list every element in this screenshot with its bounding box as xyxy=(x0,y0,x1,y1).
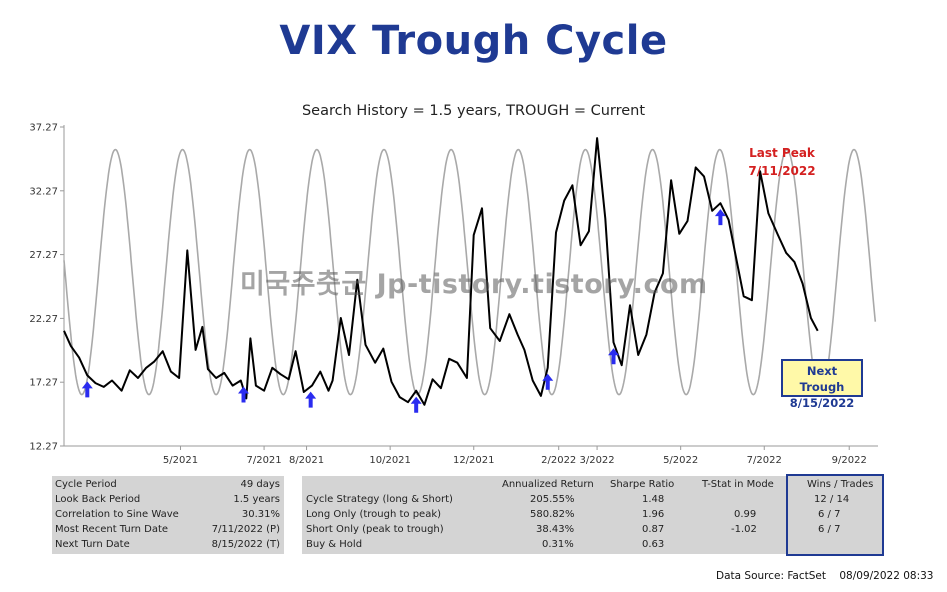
strategy-sharpe: 0.63 xyxy=(642,539,665,550)
axis-ticks: 12.27 17.27 22.27 27.27 32.27 37.27 5/2021 7/20… xyxy=(29,123,866,467)
x-tick-label: 2/2022 xyxy=(541,455,576,466)
strategy-return: 205.55% xyxy=(530,494,575,505)
trough-arrow-icon xyxy=(714,209,726,226)
y-tick-label: 22.27 xyxy=(29,314,58,325)
x-tick-label: 5/2021 xyxy=(163,455,198,466)
cycle-stats-panel: Cycle Period 49 days Look Back Period 1.… xyxy=(52,476,284,554)
stat-value: 1.5 years xyxy=(233,494,280,505)
y-tick-label: 17.27 xyxy=(29,378,58,389)
header-t-stat: T-Stat in Mode xyxy=(702,479,774,490)
strategy-sharpe: 1.96 xyxy=(642,509,665,520)
chart-subtitle: Search History = 1.5 years, TROUGH = Cur… xyxy=(301,103,646,119)
last-peak-label: Last Peak xyxy=(749,146,816,160)
strategy-row: Buy & Hold 0.31% 0.63 xyxy=(302,537,884,552)
stat-label: Next Turn Date xyxy=(55,539,130,550)
stat-label: Most Recent Turn Date xyxy=(55,524,169,535)
stat-row: Next Turn Date 8/15/2022 (T) xyxy=(52,537,284,552)
stat-row: Cycle Period 49 days xyxy=(52,477,284,492)
data-source: Data Source: FactSet 08/09/2022 08:33 xyxy=(716,570,933,582)
y-tick-label: 27.27 xyxy=(29,250,58,261)
trough-arrow-icon xyxy=(542,373,554,390)
strategy-row: Cycle Strategy (long & Short) 205.55% 1.… xyxy=(302,492,884,507)
x-tick-label: 9/2022 xyxy=(832,455,867,466)
strategy-tstat: -1.02 xyxy=(731,524,757,535)
strategy-row: Short Only (peak to trough) 38.43% 0.87 … xyxy=(302,522,884,537)
strategy-wins: 12 / 14 xyxy=(814,494,850,505)
vix-line xyxy=(63,137,819,406)
next-trough-box: Next Trough 8/15/2022 xyxy=(781,359,863,410)
strategy-wins: 6 / 7 xyxy=(818,509,841,520)
header-annualized-return: Annualized Return xyxy=(502,479,594,490)
next-trough-label: Next Trough xyxy=(799,364,845,394)
x-tick-label: 8/2021 xyxy=(289,455,324,466)
y-tick-label: 32.27 xyxy=(29,186,58,197)
stat-value: 8/15/2022 (T) xyxy=(211,539,280,550)
strategy-tstat: 0.99 xyxy=(734,509,757,520)
stat-label: Correlation to Sine Wave xyxy=(55,509,179,520)
strategy-return: 38.43% xyxy=(536,524,575,535)
last-peak-date: 7/11/2022 xyxy=(748,164,815,178)
y-tick-label: 37.27 xyxy=(29,123,58,134)
header-sharpe-ratio: Sharpe Ratio xyxy=(610,479,675,490)
chart-title: VIX Trough Cycle xyxy=(279,18,668,64)
strategy-label: Long Only (trough to peak) xyxy=(306,509,442,520)
strategy-label: Buy & Hold xyxy=(306,539,363,550)
trough-arrow-icon xyxy=(81,381,93,398)
trough-arrow-icon xyxy=(608,348,620,365)
stat-row: Most Recent Turn Date 7/11/2022 (P) xyxy=(52,522,284,537)
watermark-text: 미국주춧군 Jp-tistory.tistory.com xyxy=(240,269,708,300)
strategy-header-row: Annualized Return Sharpe Ratio T-Stat in… xyxy=(302,477,884,492)
strategy-sharpe: 0.87 xyxy=(642,524,665,535)
strategy-return: 0.31% xyxy=(542,539,574,550)
strategy-sharpe: 1.48 xyxy=(642,494,665,505)
stat-label: Cycle Period xyxy=(55,479,117,490)
x-tick-label: 5/2022 xyxy=(663,455,698,466)
x-tick-label: 3/2022 xyxy=(579,455,614,466)
x-tick-label: 12/2021 xyxy=(453,455,495,466)
stat-value: 30.31% xyxy=(241,509,280,520)
y-tick-label: 12.27 xyxy=(29,442,58,453)
strategy-label: Cycle Strategy (long & Short) xyxy=(306,494,453,505)
strategy-wins: 6 / 7 xyxy=(818,524,841,535)
wins-trades-highlight xyxy=(786,474,884,556)
chart-axes xyxy=(63,125,878,447)
stat-value: 7/11/2022 (P) xyxy=(211,524,280,535)
next-trough-date: 8/15/2022 xyxy=(789,396,855,410)
header-wins-trades: Wins / Trades xyxy=(807,479,874,490)
trough-arrow-icon xyxy=(305,391,317,408)
x-tick-label: 10/2021 xyxy=(369,455,411,466)
stat-value: 49 days xyxy=(240,479,280,490)
trough-arrows xyxy=(81,209,726,413)
vix-cycle-chart: 12.27 17.27 22.27 27.27 32.27 37.27 5/2021 7/20… xyxy=(29,123,878,467)
strategy-return: 580.82% xyxy=(530,509,575,520)
trough-arrow-icon xyxy=(238,386,250,403)
data-source-datetime: 08/09/2022 08:33 xyxy=(839,570,934,582)
x-tick-label: 7/2021 xyxy=(246,455,281,466)
stat-row: Correlation to Sine Wave 30.31% xyxy=(52,507,284,522)
strategy-row: Long Only (trough to peak) 580.82% 1.96 … xyxy=(302,507,884,522)
chart-lines xyxy=(63,137,877,406)
strategy-label: Short Only (peak to trough) xyxy=(306,524,444,535)
stat-label: Look Back Period xyxy=(55,494,141,505)
x-tick-label: 7/2022 xyxy=(747,455,782,466)
stat-row: Look Back Period 1.5 years xyxy=(52,492,284,507)
trough-arrow-icon xyxy=(410,396,422,413)
data-source-text: Data Source: FactSet xyxy=(716,570,826,582)
sine-cycle-line xyxy=(63,148,877,396)
